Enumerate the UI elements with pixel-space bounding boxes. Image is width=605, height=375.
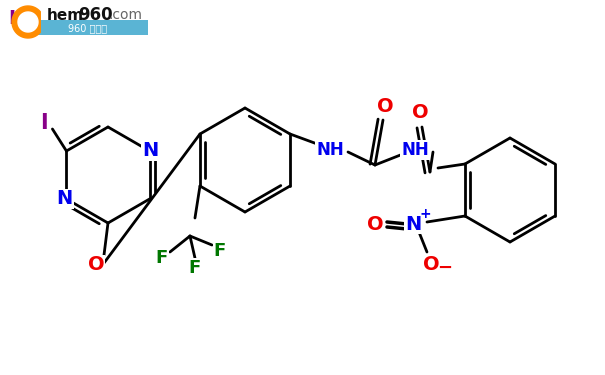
Text: O: O [377,96,393,116]
Text: I: I [41,113,48,133]
Text: F: F [156,249,168,267]
Text: I: I [8,9,15,27]
Text: O: O [367,214,384,234]
Text: O: O [423,255,439,273]
Text: F: F [214,242,226,260]
Polygon shape [18,12,38,32]
Text: F: F [189,259,201,277]
FancyBboxPatch shape [28,20,148,35]
Text: NH: NH [401,141,429,159]
Text: 960 化工网: 960 化工网 [68,23,108,33]
Text: +: + [419,207,431,221]
Text: N: N [405,214,421,234]
Text: N: N [56,189,73,209]
Text: −: − [437,259,453,277]
Polygon shape [12,6,41,38]
Text: O: O [88,255,104,274]
Text: N: N [142,141,159,160]
Text: 960: 960 [78,6,113,24]
Text: .com: .com [108,8,142,22]
Text: O: O [411,104,428,123]
Text: hem: hem [47,8,84,22]
Text: NH: NH [316,141,344,159]
